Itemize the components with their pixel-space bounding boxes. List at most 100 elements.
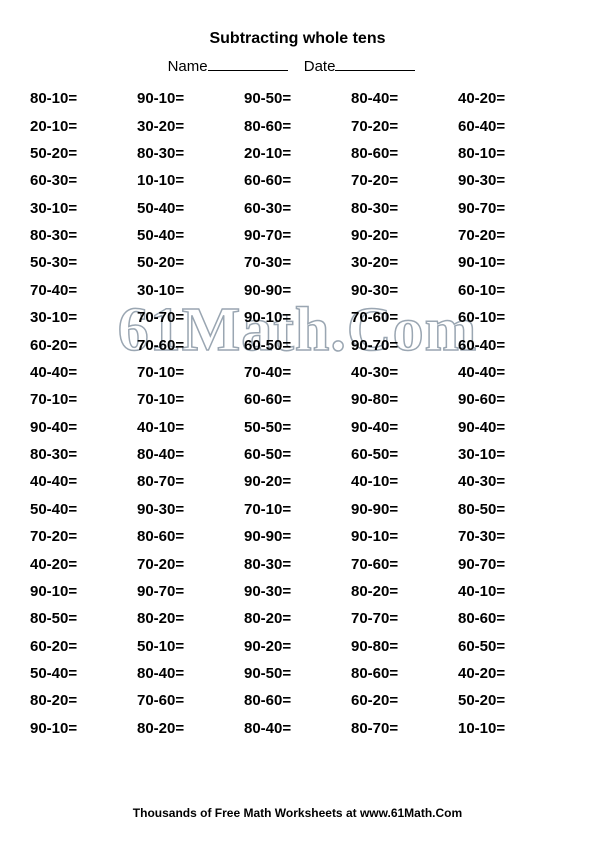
problem-cell: 30-20=: [137, 112, 244, 139]
problem-cell: 40-40=: [458, 359, 565, 386]
grid-row: 80-50=80-20=80-20=70-70=80-60=: [30, 605, 565, 632]
problem-cell: 70-60=: [137, 331, 244, 358]
grid-row: 30-10=50-40=60-30=80-30=90-70=: [30, 195, 565, 222]
problem-cell: 70-60=: [351, 304, 458, 331]
problem-cell: 50-40=: [137, 222, 244, 249]
problem-cell: 90-60=: [458, 386, 565, 413]
problem-cell: 70-30=: [458, 523, 565, 550]
problem-cell: 90-40=: [351, 414, 458, 441]
grid-row: 70-20=80-60=90-90=90-10=70-30=: [30, 523, 565, 550]
problem-cell: 90-70=: [351, 331, 458, 358]
problem-cell: 70-20=: [30, 523, 137, 550]
grid-row: 20-10=30-20=80-60=70-20=60-40=: [30, 112, 565, 139]
problem-cell: 80-10=: [30, 85, 137, 112]
problem-cell: 70-60=: [137, 687, 244, 714]
page-title: Subtracting whole tens: [30, 30, 565, 48]
problem-cell: 90-50=: [244, 660, 351, 687]
problem-cell: 90-90=: [244, 523, 351, 550]
problem-cell: 50-50=: [244, 414, 351, 441]
problem-cell: 70-40=: [244, 359, 351, 386]
problem-cell: 60-20=: [30, 633, 137, 660]
problem-cell: 90-70=: [244, 222, 351, 249]
problem-cell: 60-50=: [244, 331, 351, 358]
problem-cell: 80-60=: [351, 140, 458, 167]
problem-cell: 90-80=: [351, 386, 458, 413]
problem-cell: 90-70=: [458, 550, 565, 577]
problem-cell: 60-40=: [458, 331, 565, 358]
problem-cell: 90-10=: [458, 249, 565, 276]
problem-cell: 80-70=: [137, 468, 244, 495]
problem-cell: 10-10=: [137, 167, 244, 194]
problem-cell: 80-60=: [244, 687, 351, 714]
problem-cell: 70-10=: [30, 386, 137, 413]
problem-cell: 30-20=: [351, 249, 458, 276]
name-label: Name: [168, 58, 208, 75]
problem-cell: 30-10=: [137, 277, 244, 304]
problem-cell: 30-10=: [458, 441, 565, 468]
problem-cell: 80-60=: [458, 605, 565, 632]
problem-cell: 90-10=: [137, 85, 244, 112]
problem-cell: 90-10=: [351, 523, 458, 550]
problem-cell: 30-10=: [30, 195, 137, 222]
problem-cell: 80-40=: [244, 715, 351, 742]
grid-row: 50-20=80-30=20-10=80-60=80-10=: [30, 140, 565, 167]
problem-cell: 60-20=: [351, 687, 458, 714]
problem-cell: 80-40=: [137, 441, 244, 468]
problem-cell: 70-10=: [244, 496, 351, 523]
problem-cell: 70-10=: [137, 359, 244, 386]
problem-cell: 60-10=: [458, 304, 565, 331]
problem-cell: 80-20=: [351, 578, 458, 605]
problem-cell: 80-70=: [351, 715, 458, 742]
problem-cell: 30-10=: [30, 304, 137, 331]
problem-cell: 90-20=: [244, 468, 351, 495]
problem-cell: 90-90=: [351, 496, 458, 523]
problem-cell: 50-40=: [137, 195, 244, 222]
problem-cell: 60-50=: [244, 441, 351, 468]
problem-cell: 70-70=: [137, 304, 244, 331]
problem-cell: 70-30=: [244, 249, 351, 276]
problem-cell: 60-10=: [458, 277, 565, 304]
problem-cell: 50-10=: [137, 633, 244, 660]
problem-cell: 40-10=: [137, 414, 244, 441]
problem-cell: 10-10=: [458, 715, 565, 742]
problem-cell: 40-30=: [458, 468, 565, 495]
grid-row: 80-10=90-10=90-50=80-40=40-20=: [30, 85, 565, 112]
problem-cell: 80-30=: [137, 140, 244, 167]
problem-cell: 80-30=: [30, 441, 137, 468]
problem-cell: 80-30=: [30, 222, 137, 249]
problem-cell: 80-20=: [137, 605, 244, 632]
problem-cell: 60-50=: [458, 633, 565, 660]
problem-cell: 20-10=: [244, 140, 351, 167]
problem-cell: 90-40=: [458, 414, 565, 441]
problems-grid: 80-10=90-10=90-50=80-40=40-20=20-10=30-2…: [30, 85, 565, 742]
problem-cell: 60-30=: [30, 167, 137, 194]
problem-cell: 80-50=: [458, 496, 565, 523]
problem-cell: 70-10=: [137, 386, 244, 413]
grid-row: 50-40=90-30=70-10=90-90=80-50=: [30, 496, 565, 523]
problem-cell: 90-70=: [458, 195, 565, 222]
problem-cell: 90-30=: [137, 496, 244, 523]
problem-cell: 90-70=: [137, 578, 244, 605]
problem-cell: 70-20=: [137, 550, 244, 577]
problem-cell: 70-20=: [351, 167, 458, 194]
worksheet-page: 61Math.Com Subtracting whole tens Name D…: [0, 0, 595, 842]
problem-cell: 20-10=: [30, 112, 137, 139]
grid-row: 50-40=80-40=90-50=80-60=40-20=: [30, 660, 565, 687]
problem-cell: 70-20=: [458, 222, 565, 249]
problem-cell: 60-50=: [351, 441, 458, 468]
grid-row: 90-10=90-70=90-30=80-20=40-10=: [30, 578, 565, 605]
grid-row: 60-30=10-10=60-60=70-20=90-30=: [30, 167, 565, 194]
problem-cell: 80-50=: [30, 605, 137, 632]
date-blank[interactable]: [335, 56, 415, 71]
footer-text: Thousands of Free Math Worksheets at www…: [0, 806, 595, 820]
problem-cell: 50-20=: [458, 687, 565, 714]
name-blank[interactable]: [208, 56, 288, 71]
problem-cell: 70-60=: [351, 550, 458, 577]
grid-row: 40-40=80-70=90-20=40-10=40-30=: [30, 468, 565, 495]
grid-row: 80-30=50-40=90-70=90-20=70-20=: [30, 222, 565, 249]
grid-row: 60-20=70-60=60-50=90-70=60-40=: [30, 331, 565, 358]
problem-cell: 80-20=: [244, 605, 351, 632]
problem-cell: 40-10=: [458, 578, 565, 605]
problem-cell: 40-20=: [458, 85, 565, 112]
problem-cell: 90-20=: [244, 633, 351, 660]
